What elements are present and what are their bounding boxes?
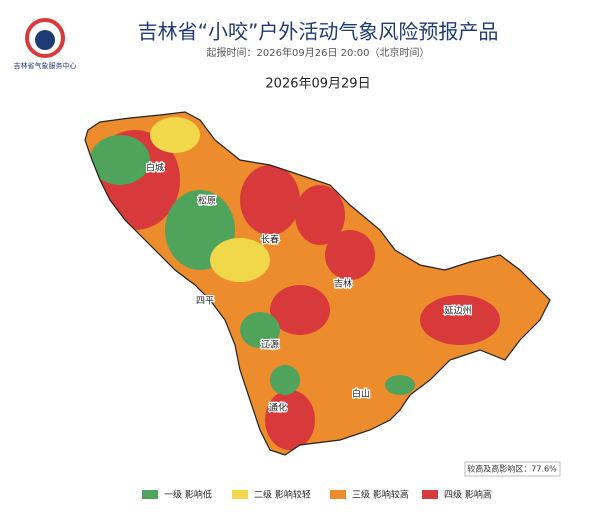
legend-swatch (330, 490, 346, 499)
title: 吉林省“小咬”户外活动气象风险预报产品 (138, 20, 499, 44)
city-label: 松原 (198, 195, 216, 207)
logo: 吉林省气象服务中心 (14, 18, 77, 70)
legend-swatch (142, 490, 158, 499)
city-label: 长春 (261, 234, 279, 246)
logo-text: 吉林省气象服务中心 (14, 61, 77, 70)
city-label: 白城 (146, 162, 164, 174)
legend-label: 三级 影响较高 (352, 489, 409, 501)
map (85, 112, 550, 455)
legend-swatch (232, 490, 248, 499)
stat-text: 较高及高影响区：77.6% (467, 464, 557, 474)
city-label: 白山 (352, 388, 370, 400)
city-label: 通化 (269, 402, 287, 414)
legend-label: 四级 影响高 (444, 489, 492, 501)
legend-label: 一级 影响低 (164, 489, 212, 501)
province-border (84, 111, 551, 456)
city-label: 四平 (196, 296, 214, 307)
issue-time: 起报时间：2026年09月26日 20:00（北京时间） (207, 46, 430, 59)
city-label: 吉林 (334, 278, 352, 290)
city-label: 辽源 (261, 340, 279, 351)
legend-label: 二级 影响较轻 (254, 489, 311, 501)
legend-swatch (422, 490, 438, 499)
stat-box (464, 461, 561, 477)
city-label: 延边州 (444, 305, 471, 317)
forecast-date: 2026年09月29日 (265, 77, 370, 92)
